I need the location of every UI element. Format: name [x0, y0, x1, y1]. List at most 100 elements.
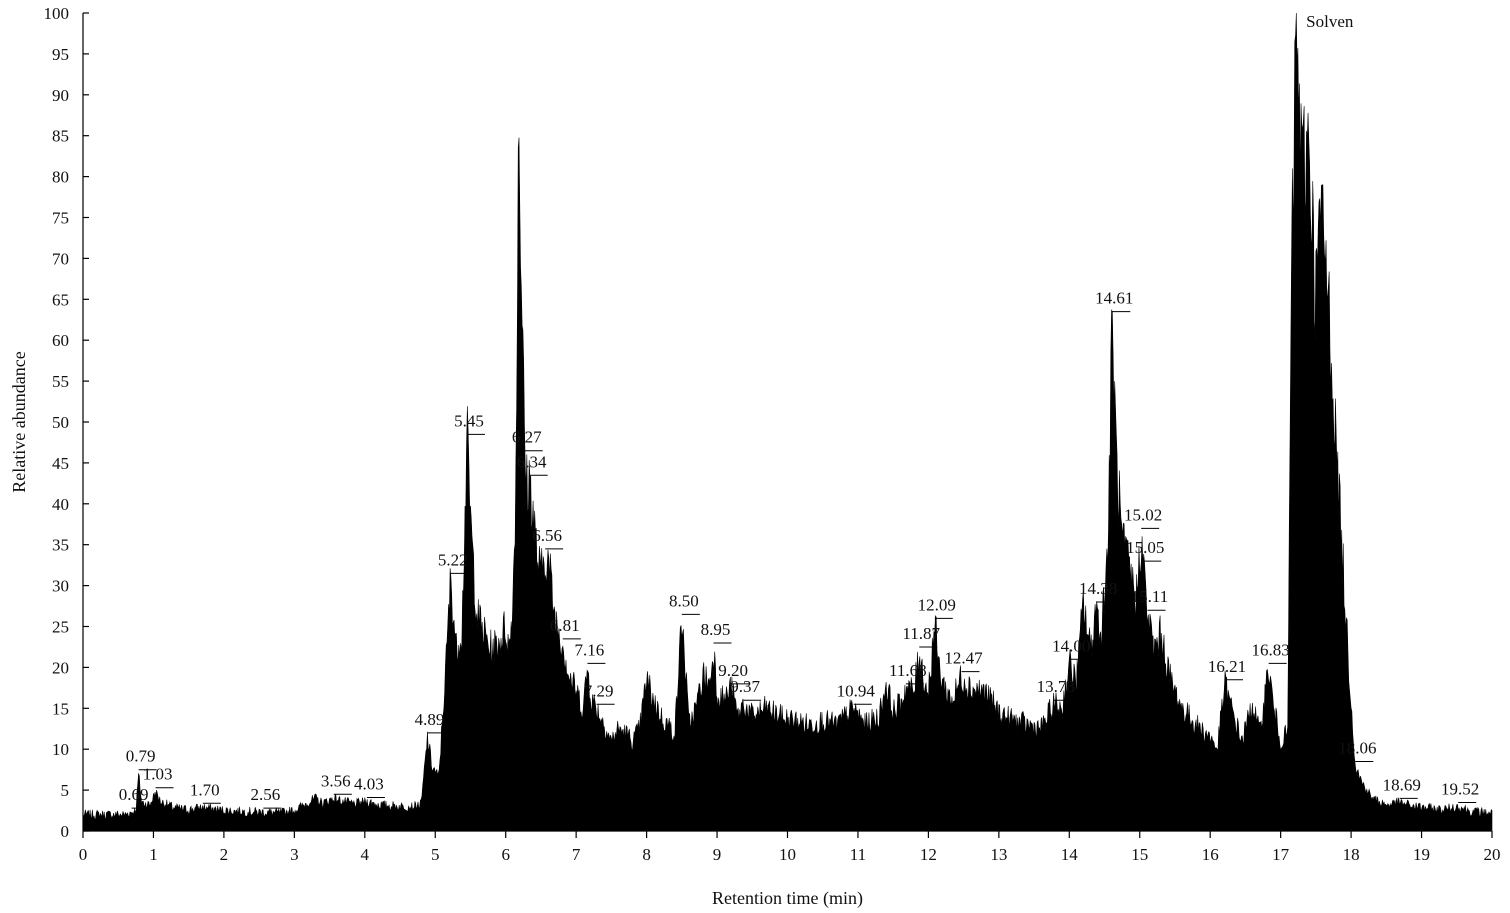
peak-annotation: 3.56: [321, 771, 352, 795]
peak-label: 7.29: [584, 681, 614, 700]
peak-label: 18.69: [1383, 775, 1421, 794]
peak-label: 13.78: [1037, 677, 1075, 696]
x-tick-label: 14: [1061, 845, 1079, 864]
peak-label: 14.00: [1052, 636, 1090, 655]
peak-label: 15.11: [1131, 587, 1169, 606]
y-tick-label: 50: [52, 413, 69, 432]
y-tick-label: 20: [52, 658, 69, 677]
peak-label: 9.37: [730, 677, 760, 696]
peak-label: 16.83: [1252, 640, 1290, 659]
peak-annotation: 8.95: [701, 620, 732, 644]
x-tick-label: 2: [220, 845, 229, 864]
peak-annotation: 6.56: [532, 526, 564, 550]
y-axis-ticks: 0 5 10 15 20 25 30 35 40 45 50 55 60 65 70 75 80 85 90 95 10…: [44, 4, 89, 841]
x-tick-label: 13: [990, 845, 1007, 864]
y-tick-label: 15: [52, 699, 69, 718]
x-axis-ticks: 0 1 2 3 4 5 6 7 8 9 10 11 12 13 14 15 16 17 18 19 20: [79, 831, 1501, 864]
peak-annotation: Solven: [1306, 12, 1354, 31]
peak-annotation: 6.34: [517, 452, 548, 476]
peak-label: 4.89: [415, 710, 445, 729]
peak-label: 5.45: [454, 411, 484, 430]
x-tick-label: 17: [1272, 845, 1290, 864]
peak-annotation: 19.52: [1441, 779, 1479, 803]
peak-annotation: 15.05: [1126, 538, 1164, 562]
y-tick-label: 25: [52, 618, 69, 637]
peak-annotation: 4.89: [415, 710, 446, 734]
x-tick-label: 6: [501, 845, 510, 864]
peak-annotation: 11.87: [902, 624, 941, 648]
x-tick-label: 7: [572, 845, 581, 864]
x-tick-label: 19: [1413, 845, 1430, 864]
peak-label: 4.03: [354, 775, 384, 794]
peak-label: 0.69: [119, 785, 149, 804]
y-tick-label: 55: [52, 372, 69, 391]
axes: [82, 13, 1492, 832]
peak-annotation: 6.27: [512, 428, 543, 452]
peak-label: 1.03: [143, 765, 173, 784]
peak-annotation: 9.37: [730, 677, 762, 701]
peak-annotation: 0.69: [119, 785, 150, 809]
x-tick-label: 12: [920, 845, 937, 864]
y-tick-label: 40: [52, 495, 69, 514]
peak-annotation: 8.50: [669, 591, 700, 615]
peak-label: 15.05: [1126, 538, 1164, 557]
peak-label: 3.56: [321, 771, 351, 790]
x-tick-label: 16: [1202, 845, 1219, 864]
peak-label: 5.22: [438, 550, 468, 569]
peak-annotation: 0.79: [126, 747, 157, 771]
peak-annotation: 14.00: [1052, 636, 1090, 660]
peak-annotation: 1.03: [143, 765, 174, 789]
peak-annotation: 2.56: [250, 785, 282, 809]
peak-label: 14.38: [1079, 579, 1117, 598]
peak-label: 7.16: [575, 640, 605, 659]
x-tick-label: 8: [642, 845, 651, 864]
peak-label: Solven: [1306, 12, 1354, 31]
peak-label: 1.70: [190, 780, 220, 799]
y-tick-label: 70: [52, 249, 69, 268]
y-tick-label: 45: [52, 454, 69, 473]
y-tick-label: 85: [52, 127, 69, 146]
chromatogram-trace: [82, 12, 1493, 832]
peak-label: 18.06: [1338, 739, 1376, 758]
y-tick-label: 0: [61, 822, 70, 841]
peak-annotation: 7.16: [575, 640, 606, 664]
peak-annotation: 18.69: [1383, 775, 1421, 799]
x-tick-label: 0: [79, 845, 88, 864]
peak-annotation: 16.83: [1252, 640, 1290, 664]
peak-label: 11.87: [902, 624, 940, 643]
peak-label: 15.02: [1124, 505, 1162, 524]
x-tick-label: 5: [431, 845, 440, 864]
y-tick-label: 65: [52, 290, 69, 309]
peak-annotation: 15.02: [1124, 505, 1162, 529]
peak-label: 10.94: [837, 681, 876, 700]
x-tick-label: 18: [1343, 845, 1360, 864]
x-tick-label: 20: [1484, 845, 1501, 864]
y-tick-label: 95: [52, 45, 69, 64]
y-tick-label: 60: [52, 331, 69, 350]
y-tick-label: 100: [44, 4, 70, 23]
peak-annotation: 5.45: [454, 411, 485, 435]
y-tick-label: 35: [52, 536, 69, 555]
peak-label: 16.21: [1208, 657, 1246, 676]
y-tick-label: 80: [52, 168, 69, 187]
peak-annotation: 18.06: [1338, 739, 1376, 763]
peak-label: 14.61: [1095, 289, 1133, 308]
peak-annotation: 7.29: [584, 681, 615, 705]
peak-annotation: 14.61: [1095, 289, 1133, 313]
y-tick-label: 75: [52, 209, 69, 228]
x-tick-label: 1: [149, 845, 158, 864]
x-axis-title: Retention time (min): [712, 888, 863, 909]
peak-label: 6.81: [550, 616, 580, 635]
peak-label: 6.27: [512, 428, 542, 447]
peak-label: 12.09: [918, 595, 956, 614]
peak-annotation: 14.38: [1079, 579, 1117, 603]
x-tick-label: 10: [779, 845, 796, 864]
peak-annotation: 16.21: [1208, 657, 1246, 681]
x-tick-label: 3: [290, 845, 299, 864]
peak-annotation: 10.94: [837, 681, 876, 705]
peak-label: 11.68: [889, 661, 927, 680]
peak-label: 19.52: [1441, 779, 1479, 798]
peak-annotation: 4.03: [354, 775, 385, 799]
x-tick-label: 11: [850, 845, 866, 864]
